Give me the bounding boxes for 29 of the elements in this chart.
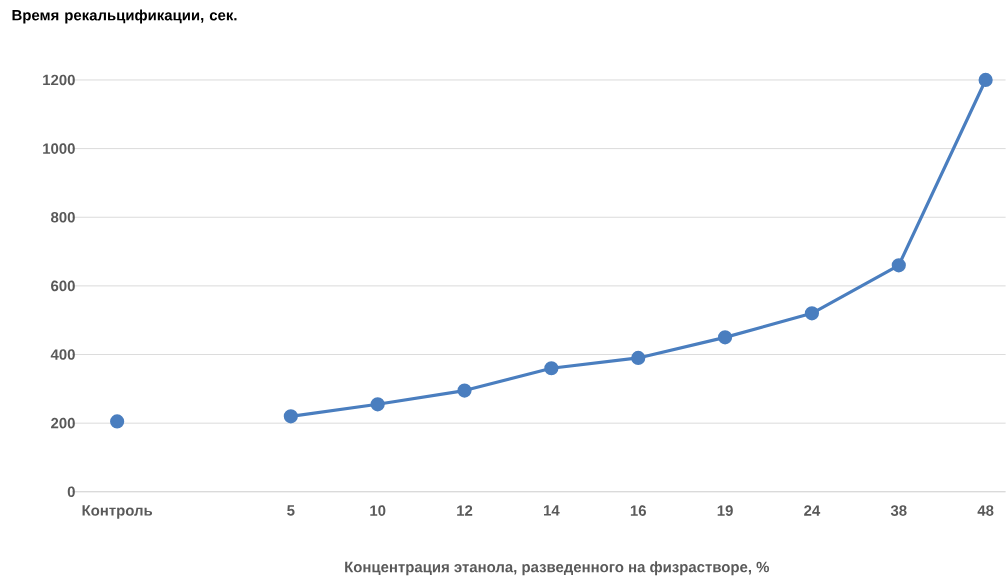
point bbox=[283, 409, 298, 424]
x-tick-label: 5 bbox=[287, 505, 295, 516]
x-tick-label: 19 bbox=[717, 505, 733, 516]
y-tick-label: 600 bbox=[51, 280, 75, 292]
point bbox=[544, 361, 559, 376]
y-tick-label: 1000 bbox=[43, 143, 75, 154]
y-axis-title: Время рекальцификации, сек. bbox=[12, 9, 237, 24]
point bbox=[110, 414, 125, 429]
point bbox=[891, 258, 906, 273]
point bbox=[457, 383, 472, 398]
x-axis-title: Концентрация этанола, разведенного на физрастворе, % bbox=[345, 561, 770, 576]
y-tick-label: 200 bbox=[51, 417, 75, 429]
y-tick-label: 1200 bbox=[43, 74, 75, 86]
point bbox=[631, 350, 646, 366]
x-tick-label: 14 bbox=[544, 505, 560, 516]
x-tick-label: 48 bbox=[977, 505, 994, 516]
x-tick-label: 38 bbox=[890, 505, 907, 517]
x-tick-label: 16 bbox=[630, 505, 646, 516]
point bbox=[978, 72, 993, 88]
point bbox=[717, 330, 733, 345]
x-tick-label: Контроль bbox=[82, 505, 153, 519]
y-tick-label: 0 bbox=[67, 486, 75, 498]
y-tick-label: 800 bbox=[51, 212, 75, 223]
x-tick-label: 10 bbox=[370, 505, 386, 516]
y-tick-label: 400 bbox=[50, 349, 75, 360]
x-tick-label: 12 bbox=[457, 505, 473, 516]
point bbox=[804, 306, 820, 321]
x-tick-label: 24 bbox=[804, 505, 821, 516]
point bbox=[370, 397, 385, 412]
